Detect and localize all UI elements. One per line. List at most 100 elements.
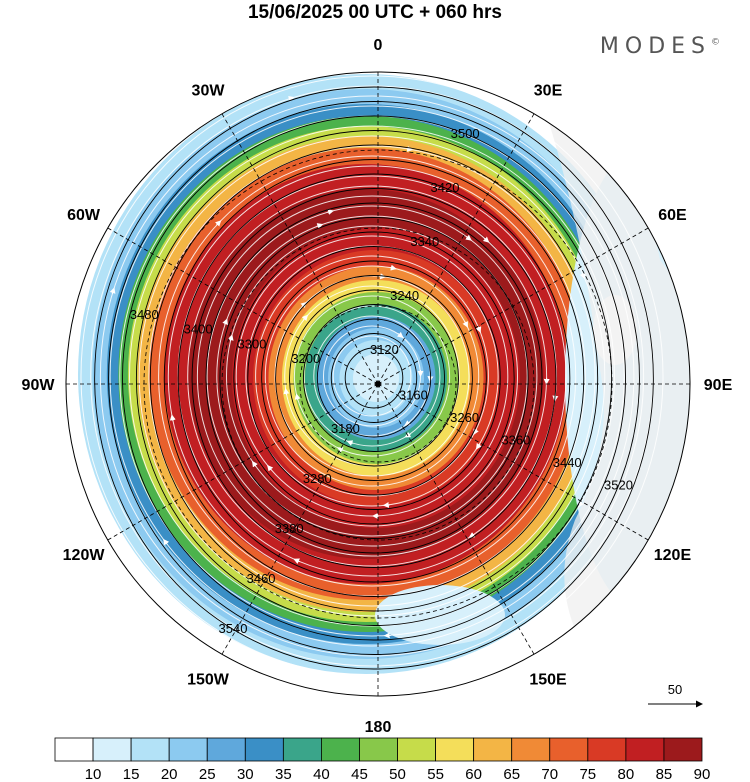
colorbar-tick-label: 85	[656, 766, 673, 782]
colorbar-tick-label: 65	[503, 766, 520, 782]
longitude-label: 120W	[63, 547, 106, 564]
colorbar-swatch	[54, 737, 94, 762]
streamline	[216, 215, 528, 537]
flow-arrow	[382, 501, 390, 508]
height-contour	[233, 231, 515, 525]
flow-arrow	[227, 334, 234, 342]
longitude-label: 150E	[529, 671, 567, 688]
contour-label: 3540	[219, 621, 248, 636]
longitude-label: 30E	[534, 83, 563, 100]
colorbar-swatch	[168, 737, 208, 762]
colorbar-tick-label: 70	[541, 766, 558, 782]
pole-marker	[375, 381, 381, 387]
height-contour	[316, 318, 432, 438]
flow-arrow	[475, 442, 482, 450]
streamline	[80, 75, 664, 677]
streamline	[129, 125, 615, 627]
colorbar-swatch	[92, 737, 132, 762]
height-contour	[177, 173, 571, 583]
colorbar-tick-label: 20	[161, 766, 178, 782]
colorbar-tick-label: 55	[427, 766, 444, 782]
contour-label: 3500	[451, 126, 480, 141]
colorbar-swatch	[473, 737, 513, 762]
height-contour	[275, 275, 473, 481]
wind-speed-field: 3120 3160 3180 3200 3240 3260 3280 3300 3340 3360…	[66, 72, 690, 696]
colorbar-swatch	[359, 737, 398, 762]
height-contour	[302, 304, 446, 452]
longitude-label: 90W	[22, 377, 56, 394]
height-contour	[149, 144, 599, 612]
streamline	[196, 195, 548, 557]
flow-arrow	[300, 301, 307, 309]
height-contour	[289, 289, 459, 467]
flow-arrow	[406, 145, 414, 152]
map-boundary	[65, 71, 691, 697]
colorbar-tick-label: 15	[123, 766, 140, 782]
height-contour	[122, 115, 626, 641]
flow-arrow	[283, 387, 290, 395]
colorbar-tick-label: 35	[275, 766, 292, 782]
contour-label: 3120	[370, 342, 399, 357]
flow-arrow	[473, 428, 479, 436]
flow-arrow	[468, 532, 476, 538]
longitude-label: 0	[374, 37, 383, 54]
height-contour	[344, 347, 404, 409]
height-contours: 3120 3160 3180 3200 3240 3260 3280 3300 3340 3360…	[94, 86, 654, 670]
flow-arrow	[109, 287, 116, 295]
vector-reference-value: 50	[668, 682, 682, 697]
colorbar-swatch	[397, 737, 436, 762]
flow-arrow	[293, 558, 300, 564]
colorbar-tick-label: 80	[618, 766, 635, 782]
contour-label: 3180	[331, 421, 360, 436]
longitude-label: 90E	[704, 377, 733, 394]
flow-arrow	[301, 314, 309, 322]
speed-band	[352, 354, 400, 402]
streamline	[167, 165, 577, 587]
flow-arrow	[578, 500, 584, 508]
contour-label: 3340	[410, 234, 439, 249]
longitude-label: 150W	[187, 671, 230, 688]
colorbar-swatch	[435, 737, 475, 762]
contour-label: 3300	[237, 336, 266, 351]
colorbar-swatch	[549, 737, 589, 762]
colorbar-tick-label: 25	[199, 766, 216, 782]
contour-label: 3520	[604, 478, 633, 493]
flow-arrow	[169, 414, 176, 422]
colorbar: 10 15 20 25 30 35 40 45 50 55 60 65 70 75 80 85 90	[54, 737, 710, 782]
flow-arrow	[222, 318, 228, 326]
colorbar-swatch	[130, 737, 170, 762]
flow-arrow	[379, 273, 387, 280]
contour-label: 3240	[390, 288, 419, 303]
streamline	[138, 135, 606, 617]
flow-arrow	[462, 321, 468, 328]
longitude-label: 120E	[654, 547, 692, 564]
latitude-circle	[299, 305, 457, 463]
height-contour	[135, 130, 613, 626]
latitude-circle	[221, 227, 535, 541]
flow-arrow	[482, 236, 490, 243]
graticule	[66, 72, 690, 696]
colorbar-swatch	[587, 737, 627, 762]
flow-arrow	[465, 234, 472, 241]
flow-arrow	[287, 95, 295, 102]
contour-label: 3460	[247, 571, 276, 586]
colorbar-swatch	[663, 737, 703, 762]
meridian	[377, 383, 649, 541]
contour-label: 3380	[275, 521, 304, 536]
colorbar-swatch	[244, 737, 284, 762]
colorbar-tick-label: 40	[313, 766, 330, 782]
height-contour	[330, 333, 418, 423]
contour-label: 3360	[501, 433, 530, 448]
streamline	[293, 295, 451, 457]
contour-label: 3200	[291, 351, 320, 366]
speed-band	[375, 585, 505, 645]
streamline	[274, 275, 470, 477]
contour-label: 3260	[450, 410, 479, 425]
streamline	[226, 225, 518, 527]
streamline	[332, 335, 412, 417]
flow-arrow	[214, 220, 222, 227]
colorbar-tick-label: 45	[351, 766, 368, 782]
vector-reference: 50	[648, 682, 703, 708]
colorbar-tick-label: 60	[465, 766, 482, 782]
flow-arrow	[346, 440, 354, 446]
